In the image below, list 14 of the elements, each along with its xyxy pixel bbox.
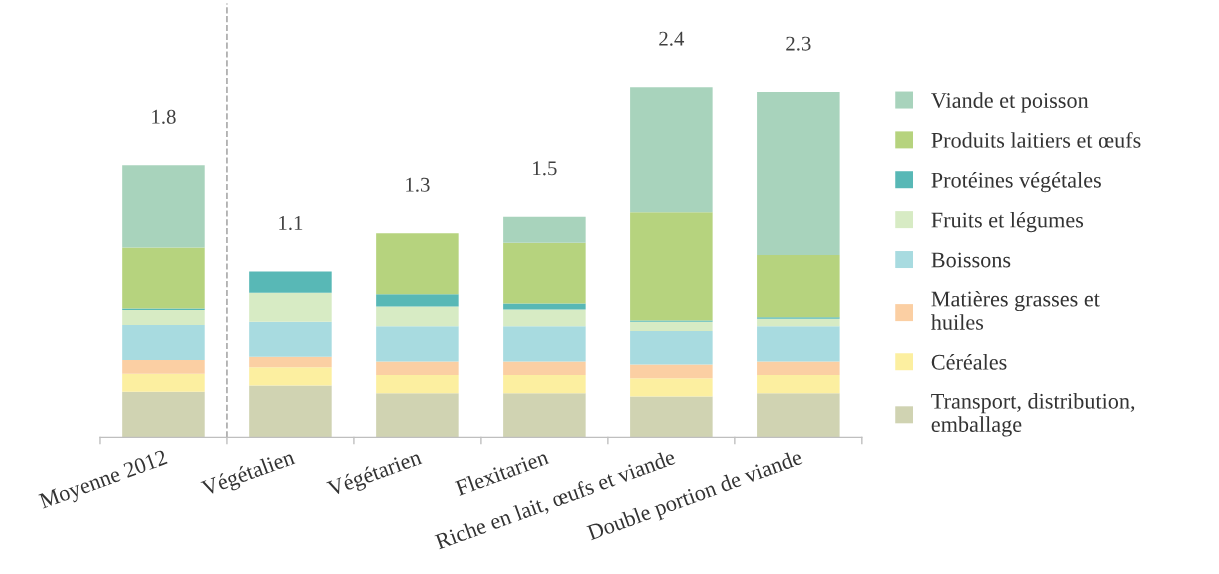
annotation: 1.1 xyxy=(279,215,303,231)
text: 2.4 xyxy=(659,31,685,46)
legend-label: Produits laitiers et œufs xyxy=(931,131,1141,148)
legend-label: Viande et poisson xyxy=(931,92,1089,113)
legend-label: Transport, distribution, emballage xyxy=(931,393,1135,437)
legend-label: Protéines végétales xyxy=(931,171,1101,193)
annotation: 1.3 xyxy=(406,177,430,192)
legend-label: Boissons xyxy=(931,252,1011,268)
annotation: 1.8 xyxy=(152,109,176,124)
annotation: 1.5 xyxy=(533,161,557,176)
legend-label: Fruits et légumes xyxy=(931,211,1084,233)
text: 2.3 xyxy=(786,36,811,51)
legend-label: Matières grasses et huiles xyxy=(931,290,1100,330)
legend-label: Céréales xyxy=(931,354,1007,370)
